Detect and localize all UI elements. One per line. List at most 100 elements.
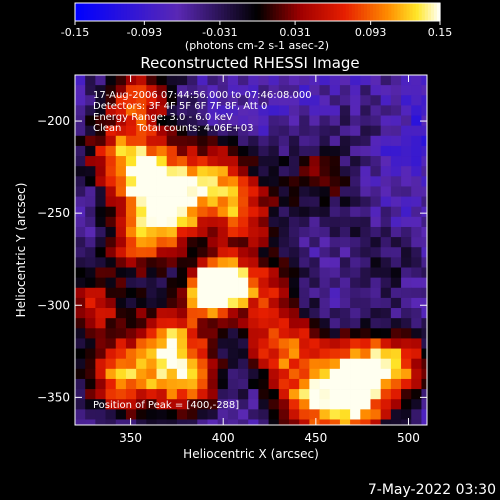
heatmap-cell xyxy=(197,358,208,370)
heatmap-cell xyxy=(95,145,106,157)
heatmap-cell xyxy=(360,156,371,167)
heatmap-cell xyxy=(187,226,198,238)
heatmap-cell xyxy=(329,125,341,137)
heatmap-cell xyxy=(380,95,392,106)
heatmap-cell xyxy=(288,399,300,410)
heatmap-cell xyxy=(217,176,229,187)
heatmap-cell xyxy=(156,287,168,299)
colorbar-segment xyxy=(126,3,131,21)
heatmap-cell xyxy=(360,358,371,370)
heatmap-cell xyxy=(299,399,310,410)
heatmap-cell xyxy=(166,328,178,339)
heatmap-cell xyxy=(105,399,117,410)
heatmap-cell xyxy=(319,115,331,127)
heatmap-cell xyxy=(380,115,392,127)
heatmap-cell xyxy=(187,419,198,425)
heatmap-cell xyxy=(207,297,219,309)
heatmap-cell xyxy=(115,85,127,96)
heatmap-cell xyxy=(197,267,208,278)
heatmap-cell xyxy=(370,358,382,370)
heatmap-cell xyxy=(105,378,117,390)
colorbar-segment xyxy=(272,3,277,21)
heatmap-cell xyxy=(85,95,96,106)
heatmap-cell xyxy=(268,226,280,238)
heatmap-cell xyxy=(146,85,157,96)
heatmap-cell xyxy=(339,115,351,127)
heatmap-cell xyxy=(238,166,249,177)
heatmap-cell xyxy=(105,277,117,289)
heatmap-cell xyxy=(197,308,208,319)
heatmap-cell xyxy=(207,105,219,116)
heatmap-cell xyxy=(411,297,422,309)
heatmap-cell xyxy=(197,348,208,360)
heatmap-cell xyxy=(360,297,371,309)
heatmap-cell xyxy=(197,145,208,157)
heatmap-cell xyxy=(248,368,259,380)
heatmap-cell xyxy=(339,348,351,360)
heatmap-cell xyxy=(309,105,320,116)
heatmap-cell xyxy=(125,115,137,127)
heatmap-cell xyxy=(258,389,269,400)
heatmap-cell xyxy=(238,186,249,197)
heatmap-cell xyxy=(115,267,127,278)
heatmap-cell xyxy=(197,135,208,147)
heatmap-cell xyxy=(115,216,127,228)
colorbar-segment xyxy=(81,3,85,21)
heatmap-cell xyxy=(146,389,157,400)
heatmap-cell xyxy=(136,196,147,208)
heatmap-cell xyxy=(136,105,147,116)
heatmap-cell xyxy=(176,338,188,349)
heatmap-cell xyxy=(217,277,229,289)
colorbar-segment xyxy=(199,3,204,21)
heatmap-cell xyxy=(299,166,310,177)
colorbar-segment xyxy=(260,3,265,21)
heatmap-cell xyxy=(227,389,239,400)
heatmap-cell xyxy=(339,257,351,268)
heatmap-cell xyxy=(288,257,300,268)
heatmap-cell xyxy=(319,206,331,218)
heatmap-cell xyxy=(380,237,392,248)
heatmap-cell xyxy=(339,378,351,390)
heatmap-cell xyxy=(75,75,86,86)
heatmap-cell xyxy=(350,125,361,137)
heatmap-cell xyxy=(329,75,341,86)
annotation-detectors: Detectors: 3F 4F 5F 6F 7F 8F, Att 0 xyxy=(93,101,267,112)
heatmap-cell xyxy=(350,389,361,400)
heatmap-cell xyxy=(309,318,320,329)
heatmap-cell xyxy=(278,115,290,127)
heatmap-cell xyxy=(85,226,96,238)
heatmap-cell xyxy=(166,206,178,218)
heatmap-cell xyxy=(146,216,157,228)
heatmap-cell xyxy=(136,368,147,380)
heatmap-cell xyxy=(217,216,229,228)
heatmap-cell xyxy=(156,216,168,228)
colorbar-segment xyxy=(357,3,362,21)
heatmap-cell xyxy=(370,267,382,278)
heatmap-cell xyxy=(197,156,208,167)
heatmap-cell xyxy=(95,399,106,410)
colorbar-segment xyxy=(284,3,289,21)
heatmap-cell xyxy=(258,186,269,197)
heatmap-cell xyxy=(75,196,86,208)
heatmap-cell xyxy=(360,378,371,390)
heatmap-cell xyxy=(125,277,137,289)
heatmap-cell xyxy=(370,237,382,248)
colorbar-segment xyxy=(312,3,316,21)
heatmap-cell xyxy=(350,105,361,116)
heatmap-cell xyxy=(115,166,127,177)
heatmap-cell xyxy=(380,226,392,238)
heatmap-cell xyxy=(105,308,117,319)
heatmap-cell xyxy=(248,257,259,268)
heatmap-cell xyxy=(166,166,178,177)
heatmap-cell xyxy=(390,389,402,400)
heatmap-cell xyxy=(95,95,106,106)
heatmap-cell xyxy=(115,257,127,268)
heatmap-cell xyxy=(370,328,382,339)
heatmap-cell xyxy=(217,328,229,339)
heatmap-cell xyxy=(238,115,249,127)
heatmap-cell xyxy=(227,85,239,96)
heatmap-cell xyxy=(329,328,341,339)
heatmap-cell xyxy=(288,267,300,278)
heatmap-cell xyxy=(217,105,229,116)
heatmap-cell xyxy=(176,409,188,420)
